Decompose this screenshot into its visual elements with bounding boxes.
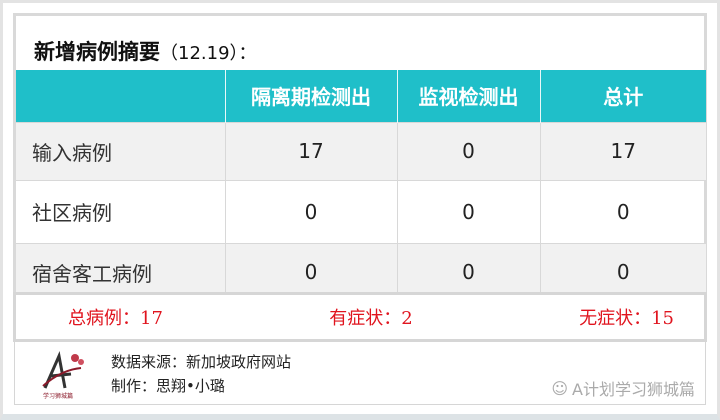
table-row: 宿舍客工病例 0 0 0 xyxy=(16,242,706,301)
table-row: 社区病例 0 0 0 xyxy=(16,179,706,243)
data-source: 数据来源：新加坡政府网站 xyxy=(111,353,292,371)
author: 制作：思翔•小璐 xyxy=(111,377,225,395)
header-total: 总计 xyxy=(539,70,706,122)
wechat-icon: ☺ xyxy=(551,378,569,398)
row-label: 输入病例 xyxy=(16,121,225,180)
title-date: （12.19）： xyxy=(160,43,257,64)
header-surveillance: 监视检测出 xyxy=(396,70,540,122)
header-quarantine: 隔离期检测出 xyxy=(224,70,397,122)
cell: 0 xyxy=(396,121,540,180)
cell: 17 xyxy=(224,121,397,180)
svg-text:学习狮城篇: 学习狮城篇 xyxy=(43,392,73,400)
row-label: 社区病例 xyxy=(16,179,225,243)
logo-icon: 学习狮城篇 xyxy=(42,350,84,400)
asymptomatic-cases: 无症状：15 xyxy=(579,308,674,329)
watermark: ☺ A计划学习狮城篇 xyxy=(551,376,695,400)
page-title: 新增病例摘要（12.19）： xyxy=(34,36,257,66)
title-text: 新增病例摘要 xyxy=(34,40,160,64)
header-empty xyxy=(16,70,225,122)
summary-bar: 总病例：17 有症状：2 无症状：15 xyxy=(13,292,707,342)
footer: 学习狮城篇 数据来源：新加坡政府网站 制作：思翔•小璐 ☺ A计划学习狮城篇 xyxy=(14,342,706,405)
cell: 0 xyxy=(396,242,540,301)
table-row: 输入病例 17 0 17 xyxy=(16,121,706,180)
row-label: 宿舍客工病例 xyxy=(16,242,225,301)
cell: 0 xyxy=(224,179,397,243)
cell: 17 xyxy=(539,121,706,180)
source-info: 数据来源：新加坡政府网站 制作：思翔•小璐 xyxy=(111,350,291,398)
cell: 0 xyxy=(396,179,540,243)
cell: 0 xyxy=(539,179,706,243)
cell: 0 xyxy=(224,242,397,301)
watermark-text: A计划学习狮城篇 xyxy=(572,380,695,399)
case-table: 隔离期检测出 监视检测出 总计 输入病例 17 0 17 社区病例 0 0 0 … xyxy=(16,70,706,301)
cell: 0 xyxy=(539,242,706,301)
total-cases: 总病例：17 xyxy=(68,308,163,329)
symptomatic-cases: 有症状：2 xyxy=(329,308,413,329)
table-header: 隔离期检测出 监视检测出 总计 xyxy=(16,70,706,122)
